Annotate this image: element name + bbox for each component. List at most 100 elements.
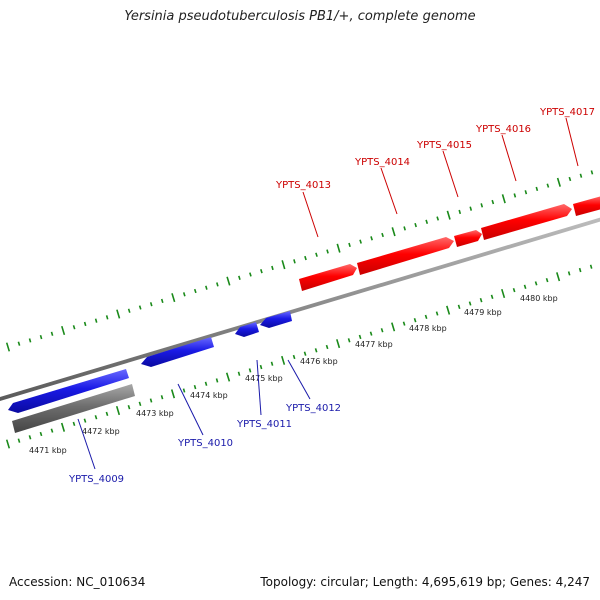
feature-bar-grey[interactable] bbox=[12, 384, 135, 433]
scale-tick bbox=[61, 325, 66, 336]
scale-tick bbox=[238, 275, 241, 280]
scale-tick bbox=[182, 292, 186, 297]
scale-tick bbox=[326, 249, 329, 254]
scale-tick bbox=[512, 287, 516, 293]
scale-tick bbox=[171, 293, 176, 303]
scale-tick bbox=[105, 315, 109, 320]
gene-arrow-ypts-4013[interactable] bbox=[299, 264, 357, 291]
kbp-label: 4471 kbp bbox=[29, 446, 67, 455]
gene-arrow-ypts-4009[interactable] bbox=[8, 369, 129, 413]
scale-tick bbox=[260, 269, 263, 274]
gene-label-ypts-4010[interactable]: YPTS_4010 bbox=[177, 438, 233, 449]
scale-tick bbox=[546, 183, 550, 188]
gene-label-ypts-4013[interactable]: YPTS_4013 bbox=[275, 180, 331, 191]
reverse-gene-track bbox=[8, 311, 292, 413]
scale-tick bbox=[72, 325, 76, 330]
scale-tick bbox=[446, 210, 451, 220]
other-feature-track bbox=[12, 384, 135, 433]
scale-tick bbox=[491, 199, 495, 205]
scale-tick bbox=[94, 318, 98, 323]
scale-tick bbox=[436, 216, 440, 221]
scale-tick bbox=[458, 209, 462, 215]
scale-tick bbox=[348, 242, 351, 248]
gene-label-ypts-4014[interactable]: YPTS_4014 bbox=[354, 157, 410, 168]
scale-tick bbox=[5, 439, 11, 449]
scale-tick bbox=[589, 264, 593, 269]
gene-label-ypts-4015[interactable]: YPTS_4015 bbox=[416, 140, 472, 151]
scale-tick bbox=[160, 395, 164, 400]
scale-tick bbox=[336, 243, 341, 253]
scale-tick bbox=[480, 203, 484, 208]
scale-tick bbox=[271, 265, 274, 271]
scale-tick bbox=[94, 415, 98, 420]
scale-tick bbox=[590, 170, 594, 175]
scale-tick bbox=[28, 338, 32, 343]
gene-label-ypts-4011[interactable]: YPTS_4011 bbox=[236, 419, 292, 430]
scale-tick bbox=[281, 260, 286, 270]
scale-tick bbox=[579, 173, 583, 178]
gene-arrow-ypts-4014[interactable] bbox=[357, 237, 454, 275]
kbp-label: 4474 kbp bbox=[190, 391, 228, 400]
map-title: Yersinia pseudotuberculosis PB1/+, compl… bbox=[124, 9, 476, 24]
scale-tick bbox=[370, 236, 373, 241]
accession-text: Accession: NC_010634 bbox=[9, 575, 146, 589]
scale-tick bbox=[414, 222, 417, 228]
scale-tick bbox=[534, 281, 538, 286]
scale-tick bbox=[578, 267, 582, 273]
scale-tick bbox=[513, 193, 517, 198]
scale-tick bbox=[358, 334, 362, 340]
scale-tick bbox=[325, 344, 329, 350]
gene-label-ypts-4017[interactable]: YPTS_4017 bbox=[539, 107, 595, 118]
scale-tick bbox=[204, 381, 208, 386]
gene-arrow-ypts-4011[interactable] bbox=[235, 322, 259, 337]
kbp-label: 4477 kbp bbox=[355, 340, 393, 349]
gene-arrow-ypts-4012[interactable] bbox=[260, 311, 292, 328]
scale-tick bbox=[501, 194, 506, 204]
reverse-gene-labels: YPTS_4009 YPTS_4010 YPTS_4011 YPTS_4012 bbox=[68, 359, 341, 485]
scale-tick bbox=[28, 435, 32, 440]
scale-tick bbox=[402, 321, 406, 326]
gene-arrow-ypts-4015[interactable] bbox=[454, 230, 482, 247]
scale-tick bbox=[281, 355, 286, 365]
scale-tick bbox=[336, 339, 341, 349]
scale-tick bbox=[105, 411, 109, 417]
kbp-label: 4479 kbp bbox=[464, 308, 502, 317]
scale-tick bbox=[116, 309, 121, 319]
gene-label-ypts-4012[interactable]: YPTS_4012 bbox=[285, 403, 341, 414]
scale-tick bbox=[501, 288, 506, 299]
scale-tick bbox=[193, 288, 197, 294]
scale-tick bbox=[215, 378, 219, 383]
scale-tick bbox=[403, 226, 406, 231]
scale-tick bbox=[293, 259, 296, 264]
scale-tick bbox=[216, 282, 219, 287]
scale-tick bbox=[315, 252, 318, 257]
kbp-scale: 4471 kbp 4472 kbp 4473 kbp 4474 kbp 4475… bbox=[29, 294, 558, 455]
gene-arrow-ypts-4010[interactable] bbox=[141, 337, 214, 367]
gene-arrow-ypts-4017[interactable] bbox=[573, 196, 600, 216]
scale-tick bbox=[39, 431, 43, 437]
scale-tick bbox=[391, 322, 396, 332]
scale-tick bbox=[127, 308, 131, 313]
gene-label-ypts-4009[interactable]: YPTS_4009 bbox=[68, 474, 124, 485]
scale-tick bbox=[5, 342, 11, 352]
scale-tick bbox=[160, 298, 164, 304]
scale-tick bbox=[149, 302, 153, 307]
scale-tick bbox=[303, 351, 307, 356]
kbp-label: 4476 kbp bbox=[300, 357, 338, 366]
scale-tick bbox=[249, 272, 252, 277]
gene-arrow-ypts-4016[interactable] bbox=[481, 204, 572, 240]
scale-tick bbox=[170, 389, 176, 399]
scale-tick bbox=[469, 206, 473, 211]
gene-label-ypts-4016[interactable]: YPTS_4016 bbox=[475, 124, 531, 135]
scale-tick bbox=[535, 186, 539, 192]
scale-tick bbox=[391, 227, 396, 237]
kbp-label: 4473 kbp bbox=[136, 409, 174, 418]
reverse-tick-row bbox=[5, 264, 593, 449]
scale-tick bbox=[457, 304, 461, 310]
scale-tick bbox=[115, 405, 121, 416]
scale-tick bbox=[270, 361, 274, 366]
scale-tick bbox=[205, 285, 208, 290]
scale-tick bbox=[545, 277, 549, 283]
scale-tick bbox=[50, 428, 54, 433]
